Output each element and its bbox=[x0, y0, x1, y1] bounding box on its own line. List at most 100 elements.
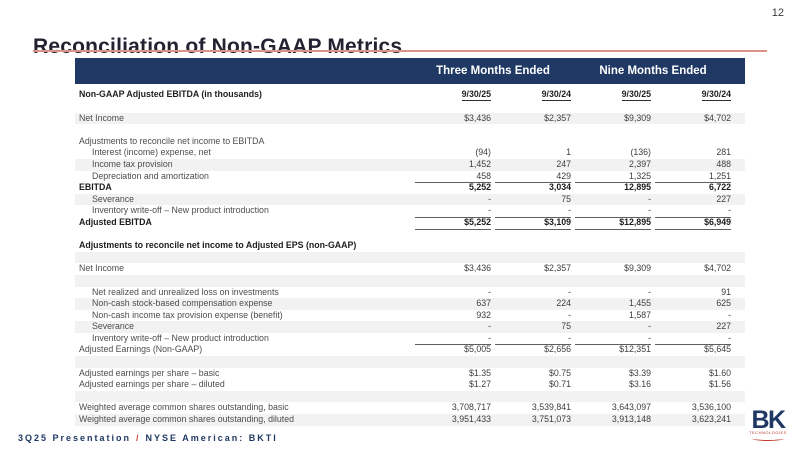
row-value: 1,587 bbox=[628, 309, 651, 320]
row-value: $9,309 bbox=[624, 263, 651, 274]
row-value: $12,895 bbox=[575, 217, 651, 230]
row-value: - bbox=[648, 193, 651, 204]
group-header-nine-months: Nine Months Ended bbox=[599, 65, 707, 77]
row-value bbox=[575, 391, 651, 403]
row-value: 429 bbox=[495, 171, 571, 184]
table-row: Severance - 75 - 227 bbox=[75, 321, 745, 333]
row-value: $1.27 bbox=[468, 379, 491, 390]
row-value bbox=[415, 275, 491, 287]
footer: 3Q25 Presentation / NYSE American: BKTI bbox=[18, 433, 278, 443]
page-number: 12 bbox=[771, 7, 784, 19]
row-label: Net Income bbox=[79, 112, 124, 123]
footer-divider: / bbox=[136, 433, 141, 443]
row-value: 1,452 bbox=[468, 158, 491, 169]
row-label: Adjusted EBITDA bbox=[79, 216, 152, 227]
row-value: 3,643,097 bbox=[611, 402, 651, 413]
row-value: $3.39 bbox=[628, 367, 651, 378]
row-value: - bbox=[648, 286, 651, 297]
row-value: 637 bbox=[476, 298, 491, 309]
footer-ticker-label: NYSE American: BKTI bbox=[145, 433, 278, 443]
row-value: $6,949 bbox=[655, 217, 731, 230]
row-value bbox=[575, 101, 651, 113]
row-value bbox=[415, 124, 491, 136]
row-value: - bbox=[488, 321, 491, 332]
row-value bbox=[495, 124, 571, 136]
row-value bbox=[655, 229, 731, 241]
row-value: - bbox=[495, 333, 571, 346]
logo-text: BK bbox=[751, 406, 786, 434]
row-value bbox=[655, 252, 731, 264]
table-row: Adjusted EBITDA $5,252 $3,109 $12,895 $6,949 bbox=[75, 216, 745, 230]
row-value: 75 bbox=[561, 321, 571, 332]
row-value: 91 bbox=[721, 286, 731, 297]
row-value: 224 bbox=[556, 298, 571, 309]
row-label: Adjustments to reconcile net income to A… bbox=[79, 240, 357, 251]
row-label: Adjusted Earnings (Non-GAAP) bbox=[79, 344, 203, 355]
row-label: Weighted average common shares outstandi… bbox=[79, 402, 289, 413]
row-value: 625 bbox=[716, 298, 731, 309]
row-label bbox=[79, 252, 411, 264]
row-label: Adjustments to reconcile net income to E… bbox=[79, 135, 265, 146]
row-value: 3,708,717 bbox=[451, 402, 491, 413]
row-value bbox=[415, 356, 491, 368]
row-value: - bbox=[488, 286, 491, 297]
table-row: Adjusted earnings per share – diluted $1.… bbox=[75, 379, 745, 391]
row-value: 932 bbox=[476, 309, 491, 320]
row-value: $5,252 bbox=[415, 217, 491, 230]
row-value: $5,005 bbox=[464, 344, 491, 355]
row-label: EBITDA bbox=[79, 182, 112, 193]
row-label bbox=[79, 356, 411, 368]
row-value: (94) bbox=[475, 147, 491, 158]
group-header-three-months: Three Months Ended bbox=[436, 65, 550, 77]
row-label: Income tax provision bbox=[92, 158, 173, 169]
row-value: $4,702 bbox=[704, 112, 731, 123]
row-value: 227 bbox=[716, 321, 731, 332]
row-value: 6,722 bbox=[708, 182, 731, 193]
row-value: 3,951,433 bbox=[451, 414, 491, 425]
row-value: $3,436 bbox=[464, 263, 491, 274]
column-header-row: Non-GAAP Adjusted EBITDA (in thousands) … bbox=[75, 84, 745, 101]
row-label: Weighted average common shares outstandi… bbox=[79, 414, 295, 425]
row-label: Inventory write-off – New product introd… bbox=[92, 332, 269, 343]
row-label bbox=[79, 229, 411, 241]
table-row: Weighted average common shares outstandi… bbox=[75, 402, 745, 414]
row-value: $1.35 bbox=[468, 367, 491, 378]
row-value bbox=[575, 240, 651, 252]
row-value: $12,351 bbox=[619, 344, 651, 355]
table-caption: Non-GAAP Adjusted EBITDA (in thousands) bbox=[79, 89, 262, 99]
row-value: 3,623,241 bbox=[691, 414, 731, 425]
row-value: 2,397 bbox=[628, 158, 651, 169]
row-value: - bbox=[655, 333, 731, 346]
footer-presentation-label: 3Q25 Presentation bbox=[18, 433, 132, 443]
row-value: 247 bbox=[556, 158, 571, 169]
column-header: 9/30/24 bbox=[701, 89, 731, 101]
row-value: 3,034 bbox=[548, 182, 571, 193]
row-value: 3,539,841 bbox=[531, 402, 571, 413]
row-value bbox=[575, 124, 651, 136]
logo-swoosh-icon bbox=[752, 436, 784, 441]
row-value: - bbox=[648, 321, 651, 332]
row-value bbox=[415, 252, 491, 264]
row-value: 75 bbox=[561, 193, 571, 204]
column-header: 9/30/25 bbox=[621, 89, 651, 101]
row-value bbox=[495, 356, 571, 368]
table-body: Net Income $3,436 $2,357 $9,309 $4,702 Adjust… bbox=[75, 101, 745, 426]
table-row: Income tax provision 1,452 247 2,397 488 bbox=[75, 158, 745, 171]
row-label bbox=[79, 391, 411, 403]
row-value: - bbox=[415, 205, 491, 218]
row-value: - bbox=[575, 205, 651, 218]
row-label: Non-cash income tax provision expense (b… bbox=[92, 309, 283, 320]
row-value: - bbox=[655, 205, 731, 218]
title-underline bbox=[33, 50, 767, 52]
row-label: Non-cash stock-based compensation expens… bbox=[92, 298, 273, 309]
row-label: Severance bbox=[92, 193, 135, 204]
table-row: Interest (income) expense, net (94) 1 (136)… bbox=[75, 147, 745, 159]
row-value bbox=[415, 136, 491, 148]
spacer-row bbox=[75, 274, 745, 287]
table-row: Net Income $3,436 $2,357 $9,309 $4,702 bbox=[75, 263, 745, 275]
spacer-row bbox=[75, 101, 745, 113]
row-value: 281 bbox=[716, 147, 731, 158]
row-label: Severance bbox=[92, 321, 135, 332]
spacer-row bbox=[75, 229, 745, 241]
row-value: - bbox=[568, 286, 571, 297]
